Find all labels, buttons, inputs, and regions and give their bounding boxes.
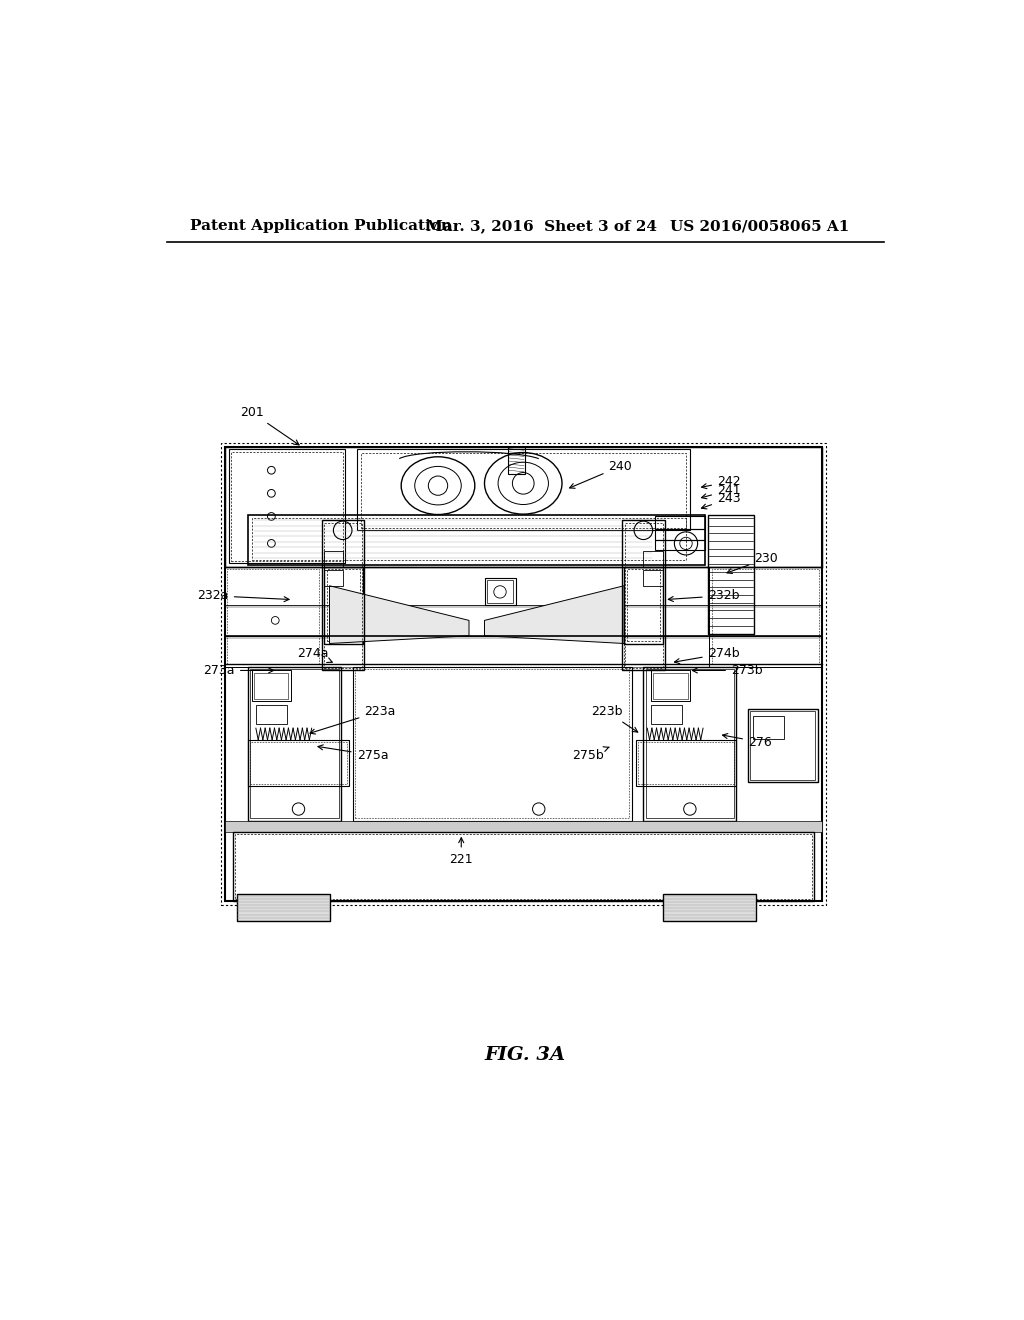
Bar: [355, 669, 630, 818]
Bar: [225, 821, 821, 832]
Text: 274a: 274a: [297, 647, 332, 663]
Polygon shape: [330, 586, 469, 644]
Bar: [638, 742, 734, 784]
Text: 223a: 223a: [310, 705, 395, 734]
Bar: [486, 581, 513, 603]
Bar: [643, 570, 663, 586]
Bar: [651, 671, 690, 701]
Bar: [663, 894, 756, 921]
Text: 241: 241: [701, 483, 740, 499]
Text: 273b: 273b: [692, 664, 763, 677]
Bar: [256, 705, 287, 725]
Text: 232a: 232a: [198, 589, 289, 602]
Text: FIG. 3A: FIG. 3A: [484, 1047, 565, 1064]
Text: US 2016/0058065 A1: US 2016/0058065 A1: [671, 219, 850, 234]
Bar: [251, 669, 339, 818]
Bar: [248, 515, 706, 565]
Text: 240: 240: [569, 459, 632, 488]
Text: Mar. 3, 2016  Sheet 3 of 24: Mar. 3, 2016 Sheet 3 of 24: [426, 219, 657, 234]
Bar: [710, 566, 821, 667]
Bar: [225, 636, 821, 829]
Text: 274b: 274b: [675, 647, 739, 664]
Bar: [252, 671, 291, 701]
Bar: [360, 453, 686, 528]
Text: 201: 201: [240, 407, 299, 445]
Bar: [655, 516, 706, 529]
Bar: [655, 529, 706, 540]
Bar: [651, 705, 682, 725]
Bar: [328, 569, 359, 642]
Bar: [484, 578, 515, 605]
Bar: [231, 451, 343, 561]
Bar: [221, 444, 825, 906]
Bar: [748, 709, 818, 781]
Bar: [225, 566, 322, 667]
Bar: [225, 447, 821, 902]
Bar: [655, 540, 706, 550]
Text: 243: 243: [701, 492, 740, 510]
Bar: [324, 570, 343, 586]
Bar: [248, 739, 349, 785]
Bar: [248, 667, 341, 821]
Bar: [352, 667, 632, 821]
Text: 232b: 232b: [669, 589, 739, 602]
Bar: [234, 834, 812, 899]
Text: 242: 242: [701, 475, 740, 488]
Bar: [643, 552, 663, 566]
Bar: [653, 673, 687, 700]
Bar: [232, 832, 814, 902]
Text: Patent Application Publication: Patent Application Publication: [190, 219, 452, 234]
Bar: [324, 523, 362, 668]
Bar: [227, 569, 319, 664]
Text: 276: 276: [723, 734, 772, 748]
Bar: [625, 523, 663, 668]
Bar: [228, 449, 345, 564]
Bar: [624, 566, 663, 644]
Text: 223b: 223b: [591, 705, 638, 733]
Bar: [627, 569, 659, 642]
Bar: [753, 715, 783, 739]
Bar: [365, 566, 624, 667]
Bar: [708, 515, 755, 635]
Bar: [237, 894, 330, 921]
Bar: [712, 569, 819, 664]
Bar: [751, 711, 815, 780]
Bar: [623, 520, 665, 671]
Text: 221: 221: [450, 838, 473, 866]
Bar: [252, 517, 686, 561]
Bar: [356, 450, 690, 531]
Bar: [251, 742, 346, 784]
Bar: [324, 566, 362, 644]
Bar: [322, 520, 365, 671]
Bar: [324, 552, 343, 566]
Polygon shape: [484, 586, 624, 644]
Text: 273a: 273a: [204, 664, 273, 677]
Bar: [508, 447, 524, 474]
Text: 275a: 275a: [318, 744, 388, 762]
Bar: [643, 667, 736, 821]
Text: 275b: 275b: [572, 747, 609, 762]
Bar: [636, 739, 736, 785]
Bar: [254, 673, 289, 700]
Text: 230: 230: [727, 552, 778, 573]
Bar: [646, 669, 734, 818]
Bar: [225, 447, 821, 566]
